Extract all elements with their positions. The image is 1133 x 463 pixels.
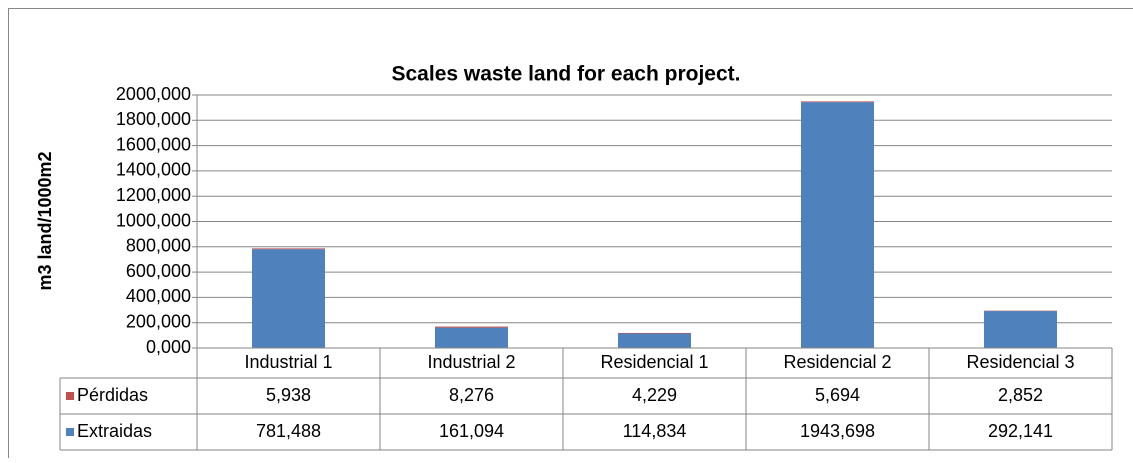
bar-segment xyxy=(801,102,874,348)
bar-segment xyxy=(618,333,691,348)
x-tick-label: Residencial 2 xyxy=(783,352,891,372)
bar-segment xyxy=(252,248,325,249)
x-tick-label: Industrial 1 xyxy=(244,352,332,372)
table-value: 5,938 xyxy=(266,385,311,405)
table-value: 292,141 xyxy=(988,421,1053,441)
table-value: 5,694 xyxy=(815,385,860,405)
x-tick-label: Residencial 1 xyxy=(600,352,708,372)
y-tick-label: 600,000 xyxy=(126,261,191,281)
table-value: 4,229 xyxy=(632,385,677,405)
bar-segment xyxy=(435,327,508,328)
table-value: 781,488 xyxy=(256,421,321,441)
y-tick-label: 1000,000 xyxy=(116,210,191,230)
bar-segment xyxy=(252,249,325,348)
y-tick-label: 1200,000 xyxy=(116,185,191,205)
bar-segment xyxy=(618,333,691,334)
y-tick-label: 0,000 xyxy=(146,337,191,357)
y-tick-label: 400,000 xyxy=(126,286,191,306)
y-tick-label: 1800,000 xyxy=(116,109,191,129)
table-value: 8,276 xyxy=(449,385,494,405)
x-tick-label: Residencial 3 xyxy=(966,352,1074,372)
bar-segment xyxy=(984,311,1057,348)
legend-label: Extraidas xyxy=(77,421,152,441)
chart-title: Scales waste land for each project. xyxy=(392,63,741,86)
legend-key xyxy=(66,428,74,436)
legend-key xyxy=(66,392,74,400)
y-tick-label: 1400,000 xyxy=(116,160,191,180)
legend-label: Pérdidas xyxy=(77,385,148,405)
y-tick-label: 2000,000 xyxy=(116,84,191,104)
table-value: 114,834 xyxy=(623,421,687,441)
y-tick-label: 800,000 xyxy=(126,236,191,256)
bar-segment xyxy=(435,328,508,348)
y-tick-label: 200,000 xyxy=(126,311,191,331)
y-axis-label: m3 land/1000m2 xyxy=(35,151,55,290)
bar-segment xyxy=(801,101,874,102)
table-value: 161,094 xyxy=(439,421,504,441)
x-tick-label: Industrial 2 xyxy=(427,352,515,372)
y-tick-label: 1600,000 xyxy=(116,134,191,154)
table-value: 1943,698 xyxy=(800,421,875,441)
table-value: 2,852 xyxy=(998,385,1043,405)
